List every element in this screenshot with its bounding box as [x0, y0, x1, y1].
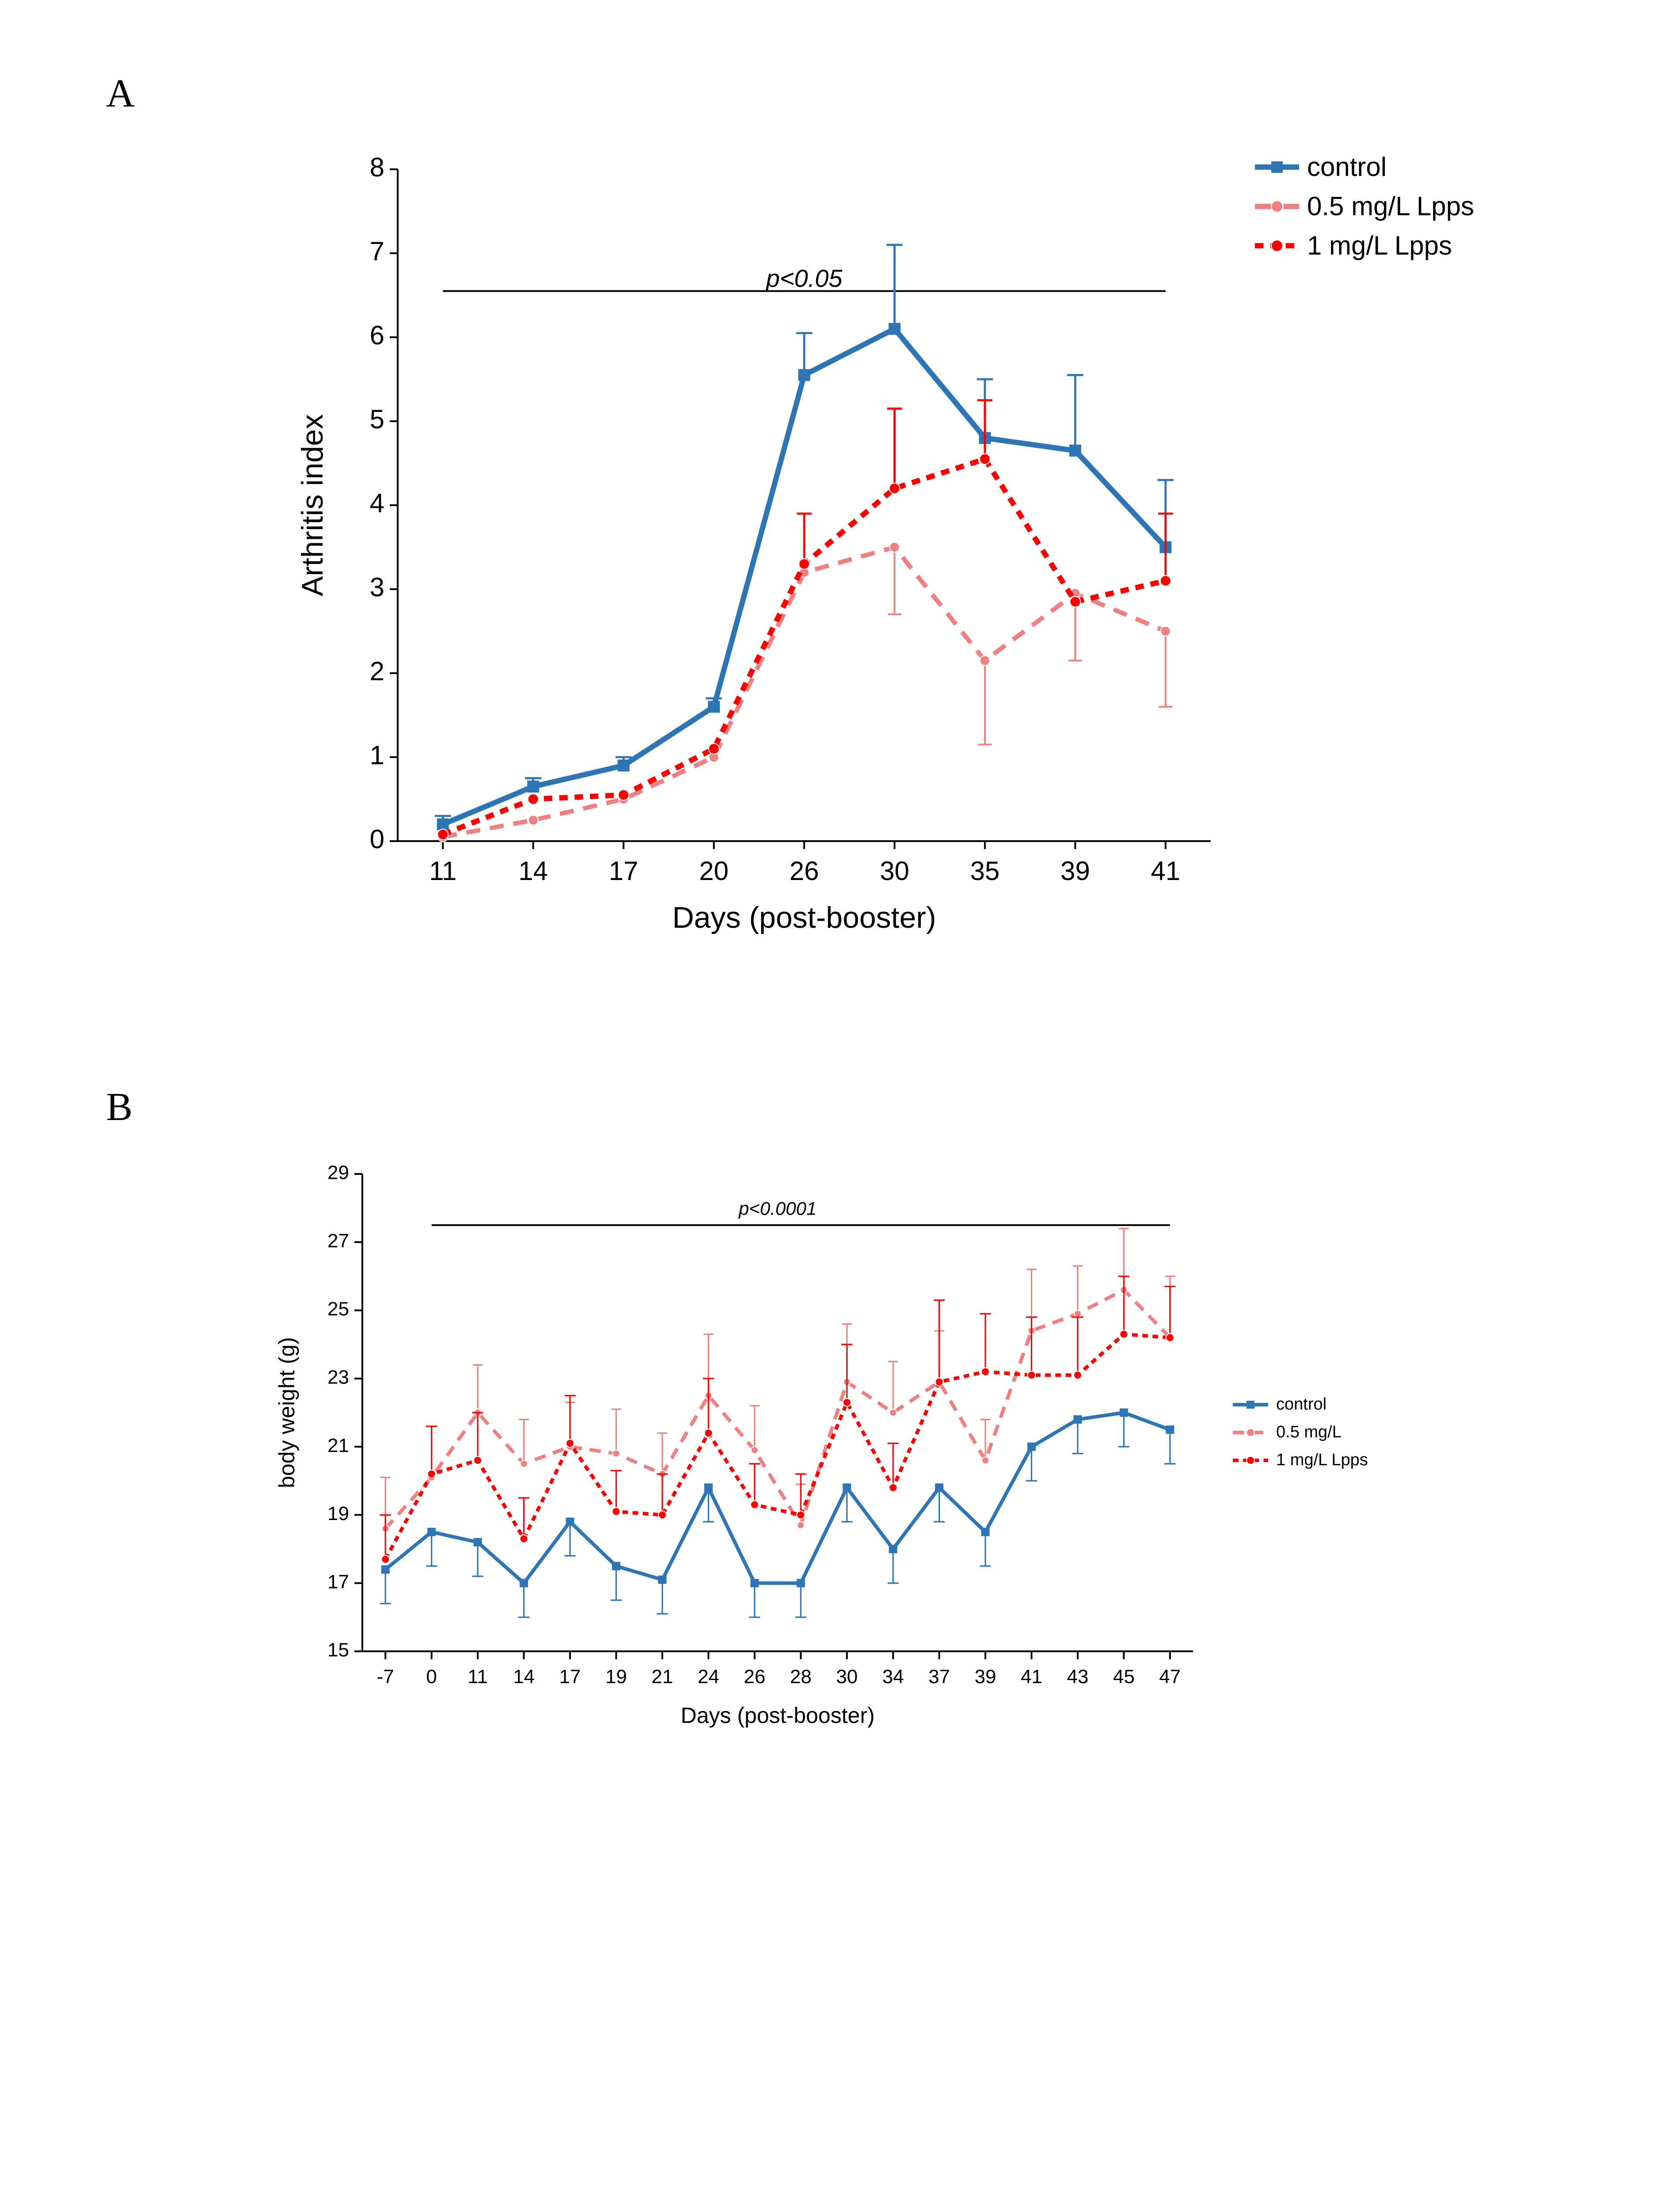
svg-text:p<0.0001: p<0.0001 — [738, 1198, 817, 1219]
svg-text:0: 0 — [370, 824, 384, 854]
svg-text:14: 14 — [513, 1666, 535, 1688]
svg-text:0: 0 — [426, 1666, 437, 1688]
svg-text:41: 41 — [1021, 1666, 1042, 1688]
svg-text:11: 11 — [468, 1666, 488, 1688]
svg-text:39: 39 — [1060, 856, 1090, 886]
svg-text:28: 28 — [790, 1666, 812, 1688]
svg-text:2: 2 — [370, 656, 384, 686]
legend-label: control — [1276, 1395, 1327, 1414]
svg-text:24: 24 — [698, 1666, 719, 1688]
legend-label: 1 mg/L Lpps — [1307, 230, 1452, 261]
svg-text:17: 17 — [559, 1666, 581, 1688]
svg-text:21: 21 — [327, 1435, 349, 1456]
svg-text:17: 17 — [327, 1571, 349, 1593]
panel-a-label: A — [106, 71, 1574, 116]
svg-text:4: 4 — [370, 488, 384, 518]
svg-text:Days (post-booster): Days (post-booster) — [680, 1703, 874, 1728]
legend-item: control — [1255, 152, 1474, 182]
svg-text:26: 26 — [790, 856, 819, 886]
legend-item: 1 mg/L Lpps — [1233, 1451, 1368, 1470]
svg-text:11: 11 — [429, 856, 456, 886]
svg-text:21: 21 — [651, 1666, 673, 1688]
svg-text:19: 19 — [327, 1503, 349, 1524]
svg-text:17: 17 — [609, 856, 639, 886]
svg-text:26: 26 — [744, 1666, 765, 1688]
legend-label: 0.5 mg/L — [1276, 1423, 1342, 1442]
svg-text:-7: -7 — [377, 1666, 394, 1688]
legend-label: control — [1307, 152, 1387, 182]
legend-label: 1 mg/L Lpps — [1276, 1451, 1368, 1470]
svg-text:34: 34 — [882, 1666, 904, 1688]
svg-text:Days (post-booster): Days (post-booster) — [672, 901, 936, 934]
svg-text:45: 45 — [1113, 1666, 1135, 1688]
panel-a: A 0 1 2 3 4 5 6 7 8 11 14 17 20 26 30 35 39 41 Days (post-… — [106, 71, 1574, 952]
legend-item: control — [1233, 1395, 1368, 1414]
legend-label: 0.5 mg/L Lpps — [1307, 191, 1474, 221]
svg-text:6: 6 — [370, 320, 384, 350]
svg-text:29: 29 — [327, 1162, 349, 1184]
legend-item: 0.5 mg/L — [1233, 1423, 1368, 1442]
svg-text:47: 47 — [1159, 1666, 1181, 1688]
panel-b-legend: control 0.5 mg/L 1 mg/L Lpps — [1233, 1395, 1368, 1470]
svg-text:35: 35 — [970, 856, 1000, 886]
legend-item: 1 mg/L Lpps — [1255, 230, 1474, 261]
svg-text:8: 8 — [370, 152, 384, 182]
body-weight-chart: 15 17 19 21 23 25 27 29 -7 0 11 14 17 19 21 24 26 28 30 34 3… — [261, 1147, 1233, 1744]
svg-text:1: 1 — [370, 740, 384, 770]
arthritis-index-chart: 0 1 2 3 4 5 6 7 8 11 14 17 20 26 30 35 39 41 Days (post-bo… — [283, 134, 1255, 952]
svg-text:14: 14 — [518, 856, 548, 886]
svg-text:43: 43 — [1067, 1666, 1088, 1688]
svg-text:7: 7 — [370, 236, 384, 266]
legend-item: 0.5 mg/L Lpps — [1255, 191, 1474, 221]
svg-text:23: 23 — [327, 1366, 349, 1388]
svg-text:30: 30 — [880, 856, 909, 886]
panel-b: B 15 17 19 21 23 25 27 29 -7 0 11 14 17 19 21 24 26 28 30 3… — [106, 1084, 1574, 1744]
svg-text:15: 15 — [327, 1639, 349, 1661]
panel-b-label: B — [106, 1084, 1574, 1130]
svg-text:5: 5 — [370, 404, 384, 434]
svg-text:19: 19 — [605, 1666, 627, 1688]
svg-text:41: 41 — [1151, 856, 1180, 886]
svg-text:3: 3 — [370, 572, 384, 602]
svg-text:Arthritis index: Arthritis index — [296, 414, 329, 596]
svg-text:p<0.05: p<0.05 — [765, 264, 843, 292]
svg-text:37: 37 — [928, 1666, 950, 1688]
svg-text:39: 39 — [975, 1666, 996, 1688]
panel-a-legend: control 0.5 mg/L Lpps 1 mg/L Lpps — [1255, 152, 1474, 261]
svg-text:30: 30 — [836, 1666, 858, 1688]
svg-text:25: 25 — [327, 1298, 349, 1320]
svg-text:27: 27 — [327, 1230, 349, 1252]
svg-text:20: 20 — [699, 856, 729, 886]
svg-text:body weight (g): body weight (g) — [274, 1337, 299, 1488]
